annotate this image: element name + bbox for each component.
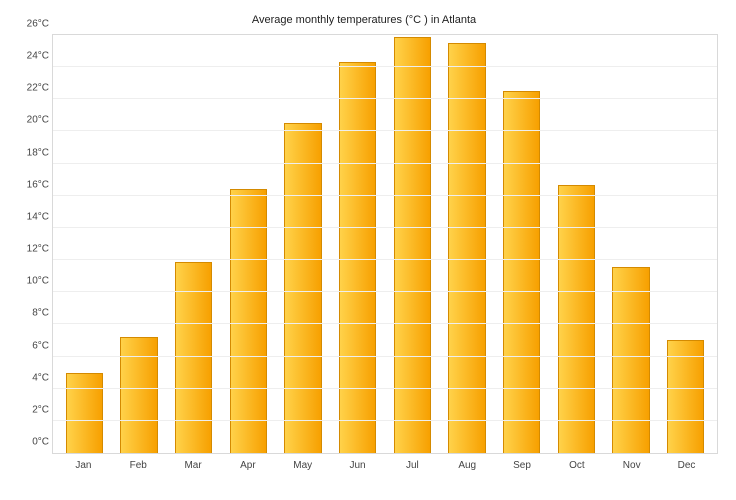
y-tick-label: 12°C	[13, 244, 49, 255]
y-tick-label: 8°C	[13, 308, 49, 319]
gridline	[53, 98, 717, 99]
gridline	[53, 163, 717, 164]
y-tick-label: 6°C	[13, 340, 49, 351]
x-tick-label: Nov	[604, 454, 659, 471]
x-tick-label: May	[275, 454, 330, 471]
x-tick-label: Feb	[111, 454, 166, 471]
x-tick-label: Jul	[385, 454, 440, 471]
y-tick-label: 0°C	[13, 437, 49, 448]
bar	[339, 62, 376, 453]
gridline	[53, 130, 717, 131]
bar	[284, 123, 321, 453]
gridline	[53, 323, 717, 324]
gridline	[53, 388, 717, 389]
gridline	[53, 227, 717, 228]
y-tick-label: 10°C	[13, 276, 49, 287]
x-tick-label: Dec	[659, 454, 714, 471]
bar	[612, 267, 649, 453]
x-tick-label: Jan	[56, 454, 111, 471]
plot-outer: 0°C2°C4°C6°C8°C10°C12°C14°C16°C18°C20°C2…	[52, 34, 718, 454]
bar	[503, 91, 540, 453]
y-tick-label: 22°C	[13, 83, 49, 94]
temperature-chart: Average monthly temperatures (°C ) in At…	[0, 0, 736, 500]
x-tick-label: Apr	[220, 454, 275, 471]
bar	[667, 340, 704, 453]
x-axis: JanFebMarAprMayJunJulAugSepOctNovDec	[52, 454, 718, 471]
x-tick-label: Jun	[330, 454, 385, 471]
y-tick-label: 2°C	[13, 404, 49, 415]
y-tick-label: 16°C	[13, 179, 49, 190]
chart-title: Average monthly temperatures (°C ) in At…	[10, 14, 718, 26]
x-tick-label: Aug	[440, 454, 495, 471]
y-tick-label: 24°C	[13, 51, 49, 62]
bar	[448, 43, 485, 453]
y-tick-label: 4°C	[13, 372, 49, 383]
y-tick-label: 18°C	[13, 147, 49, 158]
gridline	[53, 420, 717, 421]
gridline	[53, 259, 717, 260]
plot-area: 0°C2°C4°C6°C8°C10°C12°C14°C16°C18°C20°C2…	[52, 34, 718, 454]
y-tick-label: 20°C	[13, 115, 49, 126]
y-tick-label: 26°C	[13, 19, 49, 30]
x-tick-label: Sep	[495, 454, 550, 471]
x-tick-label: Oct	[549, 454, 604, 471]
bar	[66, 373, 103, 453]
y-tick-label: 14°C	[13, 211, 49, 222]
bar	[558, 185, 595, 453]
bar	[230, 189, 267, 453]
gridline	[53, 291, 717, 292]
x-tick-label: Mar	[166, 454, 221, 471]
gridline	[53, 195, 717, 196]
gridline	[53, 356, 717, 357]
gridline	[53, 66, 717, 67]
